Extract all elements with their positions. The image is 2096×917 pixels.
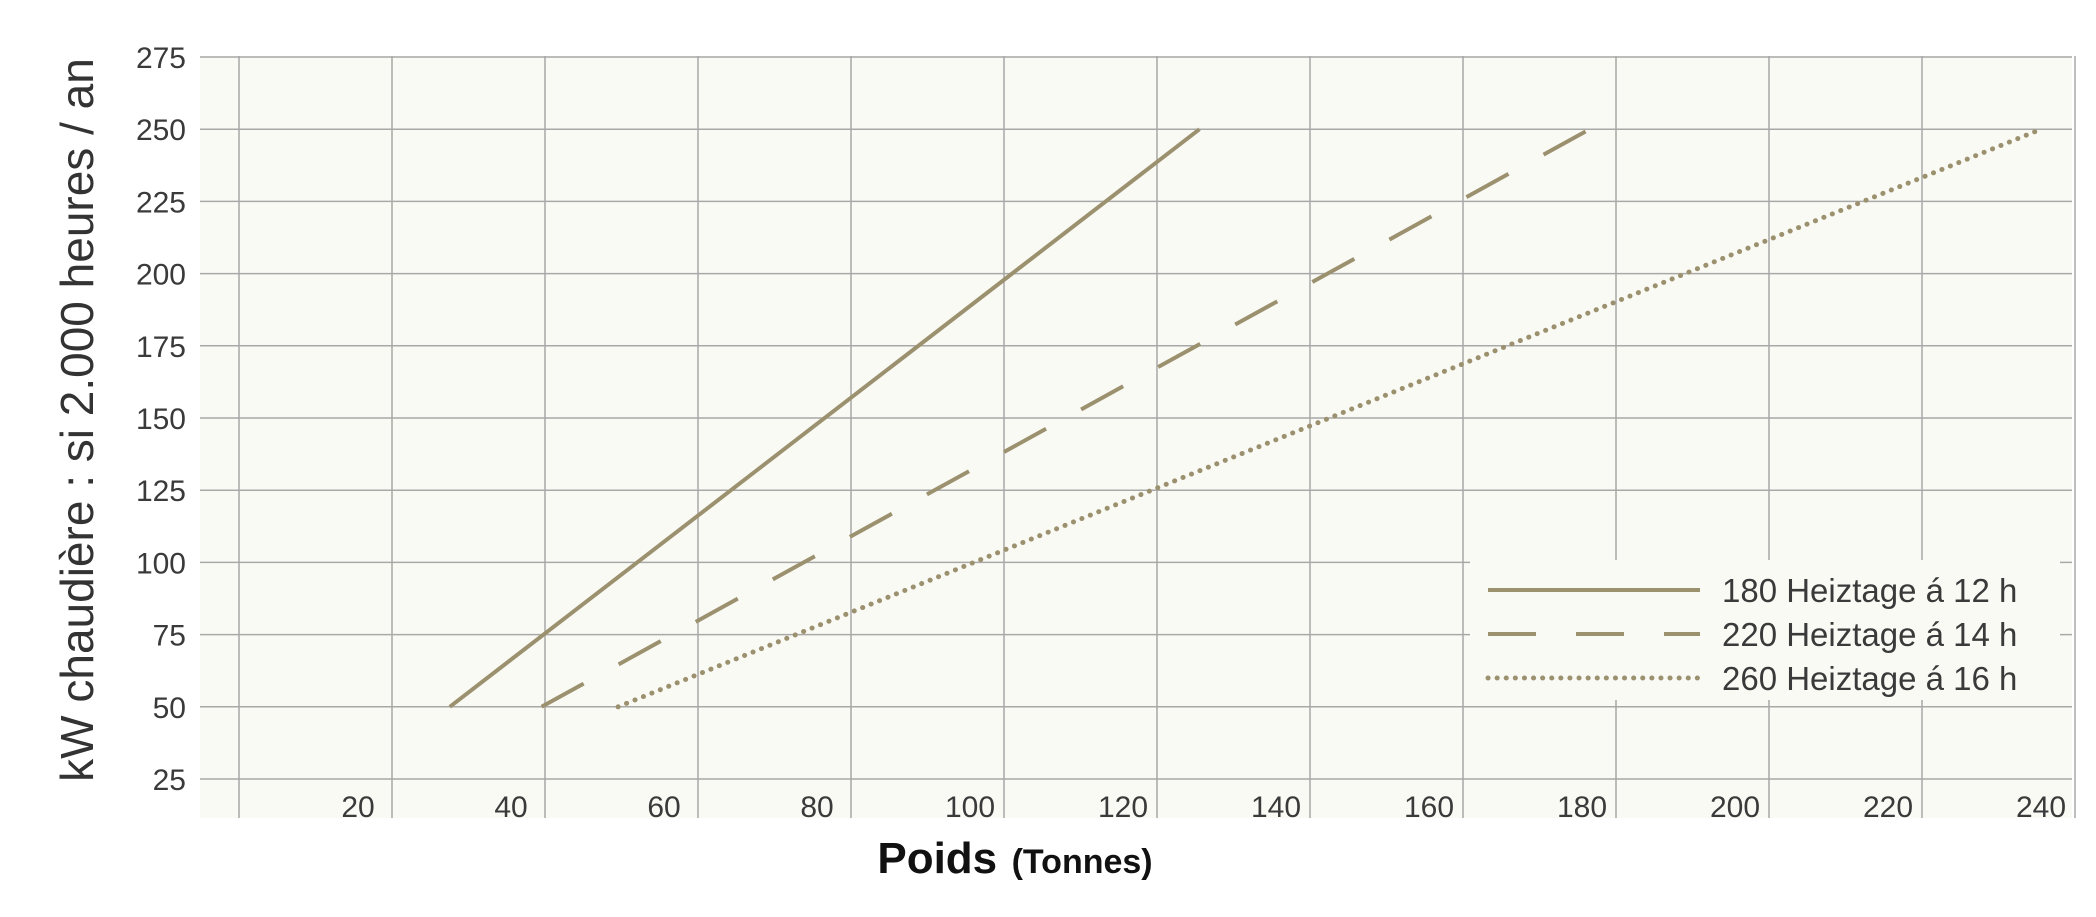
x-tick-label: 20 xyxy=(341,791,374,824)
series-lines xyxy=(448,126,2044,710)
y-axis-label: kW chaudière : si 2.000 heures / an xyxy=(51,58,103,782)
plot-area xyxy=(200,56,2072,818)
legend-label-2: 220 Heiztage á 14 h xyxy=(1722,616,2017,653)
series-line-3 xyxy=(615,126,2044,710)
series-line-1 xyxy=(448,127,1201,709)
y-tick-label: 75 xyxy=(153,620,186,653)
x-tick-label: 140 xyxy=(1251,791,1301,824)
x-tick-label: 240 xyxy=(2016,791,2066,824)
x-tick-label: 220 xyxy=(1863,791,1913,824)
series-line-2 xyxy=(540,127,1591,709)
x-axis-label-group: Poids (Tonnes) xyxy=(877,834,1152,883)
y-tick-label: 50 xyxy=(153,692,186,725)
x-tick-label: 180 xyxy=(1557,791,1607,824)
x-tick-label: 160 xyxy=(1404,791,1454,824)
x-axis-ticks: 20 40 60 80 100 120 140 160 180 200 220 240 xyxy=(341,791,2066,824)
y-tick-label: 125 xyxy=(136,475,186,508)
x-axis-unit: (Tonnes) xyxy=(1012,843,1153,881)
x-tick-label: 100 xyxy=(945,791,995,824)
x-tick-label: 200 xyxy=(1710,791,1760,824)
y-tick-label: 25 xyxy=(153,764,186,797)
x-axis-label: Poids xyxy=(877,834,997,883)
x-tick-label: 60 xyxy=(647,791,680,824)
x-tick-label: 40 xyxy=(494,791,527,824)
y-tick-label: 275 xyxy=(136,42,186,75)
legend: 180 Heiztage á 12 h 220 Heiztage á 14 h 26… xyxy=(1470,560,2060,700)
x-tick-label: 120 xyxy=(1098,791,1148,824)
y-tick-label: 250 xyxy=(136,114,186,147)
y-tick-label: 150 xyxy=(136,403,186,436)
y-axis-ticks: 25 50 75 100 125 150 175 200 225 250 275 xyxy=(136,42,186,797)
y-tick-label: 175 xyxy=(136,331,186,364)
y-tick-label: 225 xyxy=(136,186,186,219)
y-tick-label: 200 xyxy=(136,259,186,292)
y-tick-label: 100 xyxy=(136,547,186,580)
legend-label-3: 260 Heiztage á 16 h xyxy=(1722,660,2017,697)
legend-label-1: 180 Heiztage á 12 h xyxy=(1722,572,2017,609)
x-tick-label: 80 xyxy=(800,791,833,824)
